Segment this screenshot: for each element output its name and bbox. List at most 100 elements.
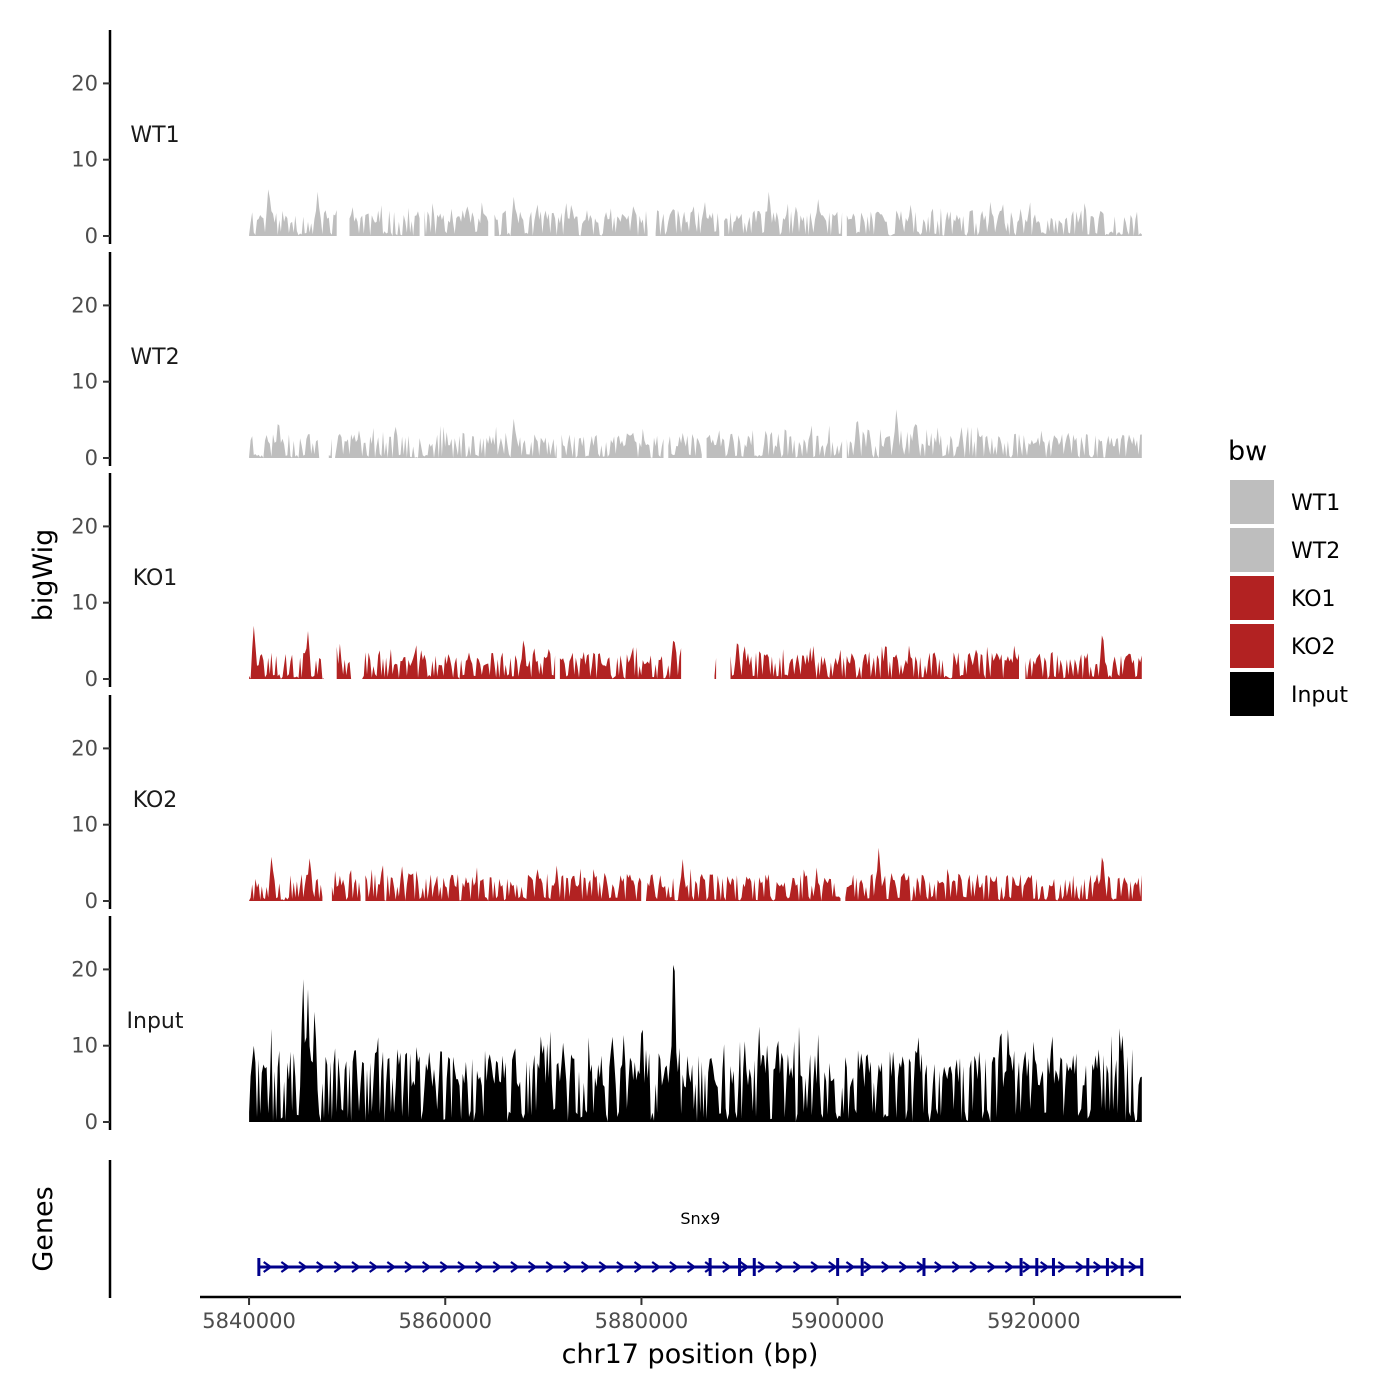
strand-arrow: [722, 1261, 732, 1273]
track-input: 0 10 20 Input: [71, 916, 1142, 1134]
exon-mark: [1019, 1258, 1023, 1276]
legend-swatch-input: [1230, 672, 1274, 716]
y-tick-label: 10: [71, 591, 98, 615]
strand-arrow: [739, 1261, 750, 1273]
strand-arrow: [263, 1261, 273, 1273]
exon-mark: [1140, 1258, 1144, 1276]
strand-arrow: [987, 1261, 997, 1273]
exon-mark: [1120, 1258, 1124, 1276]
y-tick-label: 10: [71, 813, 98, 837]
coverage-area-input: [249, 964, 1142, 1122]
strand-arrow: [828, 1261, 838, 1273]
genes-axis-title: Genes: [28, 1186, 59, 1271]
y-tick-label: 0: [85, 1110, 98, 1134]
strand-arrow: [1075, 1261, 1085, 1273]
y-tick-label: 10: [71, 148, 98, 172]
strand-arrow: [775, 1261, 785, 1273]
y-tick-label: 20: [71, 71, 98, 95]
strand-arrow: [633, 1261, 644, 1273]
exon-mark: [708, 1258, 712, 1276]
x-tick-label: 5920000: [987, 1309, 1081, 1333]
legend-swatch-ko2: [1230, 624, 1274, 668]
coverage-area-wt2: [249, 409, 1142, 458]
strand-arrow: [898, 1261, 909, 1273]
strand-arrow: [563, 1261, 573, 1273]
x-tick-label: 5860000: [398, 1309, 492, 1333]
legend-label-wt2: WT2: [1291, 539, 1340, 564]
strand-arrow: [810, 1261, 820, 1273]
exon-mark: [1086, 1258, 1090, 1276]
strand-arrow: [545, 1261, 556, 1273]
strand-arrow: [651, 1261, 662, 1273]
legend-swatch-wt1: [1230, 480, 1274, 524]
strand-arrow: [1110, 1261, 1121, 1273]
legend-label-ko1: KO1: [1291, 587, 1336, 612]
track-label: KO1: [133, 566, 178, 591]
y-axis-title: bigWig: [28, 529, 59, 622]
strand-arrow: [474, 1261, 485, 1273]
legend-swatch-wt2: [1230, 528, 1274, 572]
y-tick-label: 0: [85, 224, 98, 248]
track-label: Input: [127, 1009, 184, 1034]
coverage-area-ko2: [249, 847, 1142, 901]
track-label: WT2: [130, 345, 179, 370]
y-tick-label: 20: [71, 736, 98, 760]
exon-mark: [922, 1258, 926, 1276]
y-tick-label: 10: [71, 370, 98, 394]
strand-arrow: [580, 1261, 591, 1273]
x-tick-label: 5900000: [791, 1309, 885, 1333]
strand-arrow: [368, 1261, 379, 1273]
exon-mark: [860, 1258, 864, 1276]
strand-arrow: [1057, 1261, 1068, 1273]
strand-arrow: [510, 1261, 520, 1273]
strand-arrow: [1040, 1261, 1050, 1273]
strand-arrow: [1128, 1261, 1138, 1273]
strand-arrow: [598, 1261, 609, 1273]
legend-swatch-ko1: [1230, 576, 1274, 620]
strand-arrow: [1022, 1261, 1032, 1273]
legend-title: bw: [1228, 436, 1267, 467]
exon-mark: [1051, 1258, 1055, 1276]
strand-arrow: [704, 1261, 715, 1273]
exon-mark: [836, 1258, 840, 1276]
strand-arrow: [934, 1261, 944, 1273]
strand-arrow: [845, 1261, 856, 1273]
track-label: WT1: [130, 123, 179, 148]
strand-arrow: [757, 1261, 768, 1273]
y-tick-label: 10: [71, 1034, 98, 1058]
legend-label-ko2: KO2: [1291, 635, 1336, 660]
y-tick-label: 20: [71, 514, 98, 538]
exon-mark: [257, 1258, 261, 1276]
strand-arrow: [792, 1261, 803, 1273]
exon-mark: [1105, 1258, 1109, 1276]
strand-arrow: [1092, 1261, 1103, 1273]
coverage-area-wt1: [249, 189, 1142, 236]
x-axis-title: chr17 position (bp): [562, 1339, 819, 1370]
exon-mark: [752, 1258, 756, 1276]
track-wt2: 0 10 20 WT2: [71, 252, 1142, 470]
strand-arrow: [457, 1261, 467, 1273]
strand-arrow: [969, 1261, 979, 1273]
strand-arrow: [686, 1261, 697, 1273]
strand-arrow: [421, 1261, 432, 1273]
exon-mark: [1035, 1258, 1039, 1276]
gene-name-label: Snx9: [680, 1209, 720, 1228]
x-tick-label: 5880000: [595, 1309, 689, 1333]
strand-arrow: [669, 1261, 679, 1273]
strand-arrow: [404, 1261, 414, 1273]
strand-arrow: [492, 1261, 503, 1273]
strand-arrow: [616, 1261, 626, 1273]
y-tick-label: 20: [71, 957, 98, 981]
strand-arrow: [316, 1261, 326, 1273]
y-tick-label: 0: [85, 446, 98, 470]
strand-arrow: [351, 1261, 361, 1273]
strand-arrow: [280, 1261, 291, 1273]
strand-arrow: [951, 1261, 962, 1273]
strand-arrow: [298, 1261, 308, 1273]
legend-label-wt1: WT1: [1291, 491, 1340, 516]
strand-arrow: [333, 1261, 344, 1273]
strand-arrow: [386, 1261, 397, 1273]
strand-arrow: [439, 1261, 450, 1273]
strand-arrow: [1004, 1261, 1015, 1273]
